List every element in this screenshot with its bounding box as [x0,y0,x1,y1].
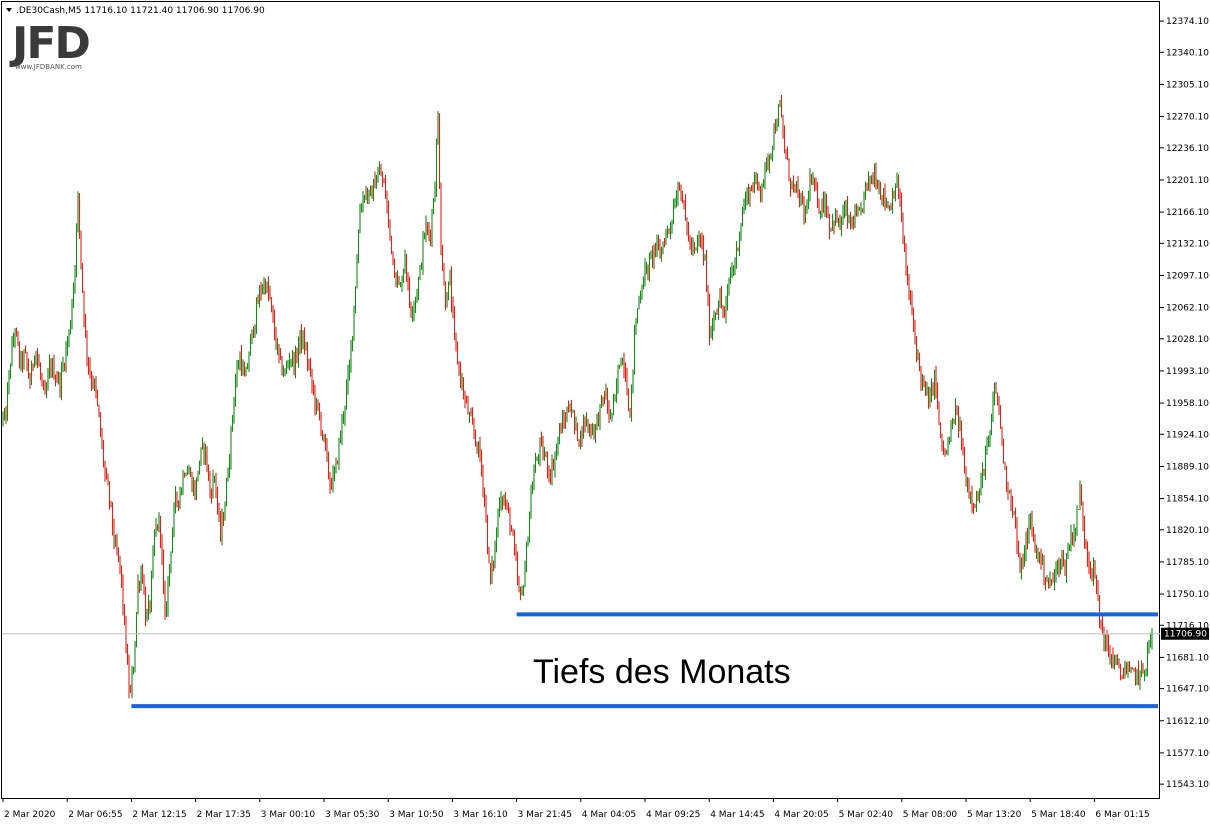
y-tick-label: 11612.10 [1166,717,1209,727]
plot-area [1,1,1160,799]
logo-brand: JFD [9,18,89,69]
current-price-tag: 11706.90 [1161,627,1209,640]
annotation-text: Tiefs des Monats [533,653,791,691]
x-tick-label: 2 Mar 12:15 [132,810,186,820]
dropdown-triangle-icon[interactable] [6,8,12,12]
x-tick-label: 5 Mar 08:00 [903,810,958,820]
x-tick-label: 4 Mar 09:25 [646,810,700,820]
x-tick-label: 2 Mar 06:55 [68,810,122,820]
x-tick-label: 4 Mar 14:45 [710,810,764,820]
y-tick-label: 12166.10 [1166,208,1209,218]
y-tick-label: 12201.10 [1166,176,1209,186]
y-tick-label: 11785.10 [1166,558,1209,568]
symbol-info: .DE30Cash,M5 11716.10 11721.40 11706.90 … [16,6,265,16]
y-tick-label: 12305.10 [1166,80,1209,90]
y-tick-label: 12028.10 [1166,335,1209,345]
y-tick-label: 11889.10 [1166,462,1209,472]
y-tick-label: 12062.10 [1166,304,1209,314]
y-tick-label: 12374.10 [1166,17,1209,27]
y-tick-label: 11993.10 [1166,367,1209,377]
x-axis: 2 Mar 2020 2 Mar 06:55 2 Mar 12:15 2 Mar 17… [2,798,1150,820]
y-tick-label: 12236.10 [1166,144,1209,154]
x-tick-label: 6 Mar 01:15 [1095,810,1149,820]
x-tick-label: 5 Mar 18:40 [1031,810,1086,820]
x-tick-label: 5 Mar 02:40 [839,810,894,820]
y-tick-label: 12132.10 [1166,239,1209,249]
y-tick-label: 11924.10 [1166,430,1209,440]
x-tick-label: 2 Mar 17:35 [197,810,251,820]
y-axis: 12374.10 12340.10 12305.10 12270.10 12236.10… [1160,17,1209,790]
y-tick-label: 12340.10 [1166,48,1209,58]
x-tick-label: 4 Mar 04:05 [582,810,636,820]
x-tick-label: 3 Mar 05:30 [325,810,380,820]
y-tick-label: 11854.10 [1166,495,1209,505]
support-lines [131,612,1158,709]
y-tick-label: 12097.10 [1166,271,1209,281]
symbol-header: .DE30Cash,M5 11716.10 11721.40 11706.90 … [6,6,265,16]
logo-url: www.JFDBANK.com [15,63,82,71]
y-tick-label: 11543.10 [1166,780,1209,790]
current-price-label: 11706.90 [1164,630,1207,640]
y-tick-label: 11820.10 [1166,526,1209,536]
y-tick-label: 11750.10 [1166,590,1209,600]
candle-series [2,94,1153,699]
x-tick-label: 3 Mar 00:10 [261,810,316,820]
y-tick-label: 11577.10 [1166,749,1209,759]
y-tick-label: 11716.10 [1166,621,1209,631]
x-tick-label: 5 Mar 13:20 [967,810,1022,820]
y-tick-label: 11958.10 [1166,399,1209,409]
y-tick-label: 11647.10 [1166,685,1209,695]
y-tick-label: 12270.10 [1166,113,1209,123]
x-tick-label: 3 Mar 10:50 [389,810,444,820]
y-tick-label: 11681.10 [1166,653,1209,663]
x-tick-label: 2 Mar 2020 [4,810,56,820]
x-tick-label: 3 Mar 21:45 [518,810,572,820]
x-tick-label: 3 Mar 16:10 [453,810,508,820]
jfd-logo: JFD www.JFDBANK.com [9,18,91,71]
x-tick-label: 4 Mar 20:05 [774,810,828,820]
